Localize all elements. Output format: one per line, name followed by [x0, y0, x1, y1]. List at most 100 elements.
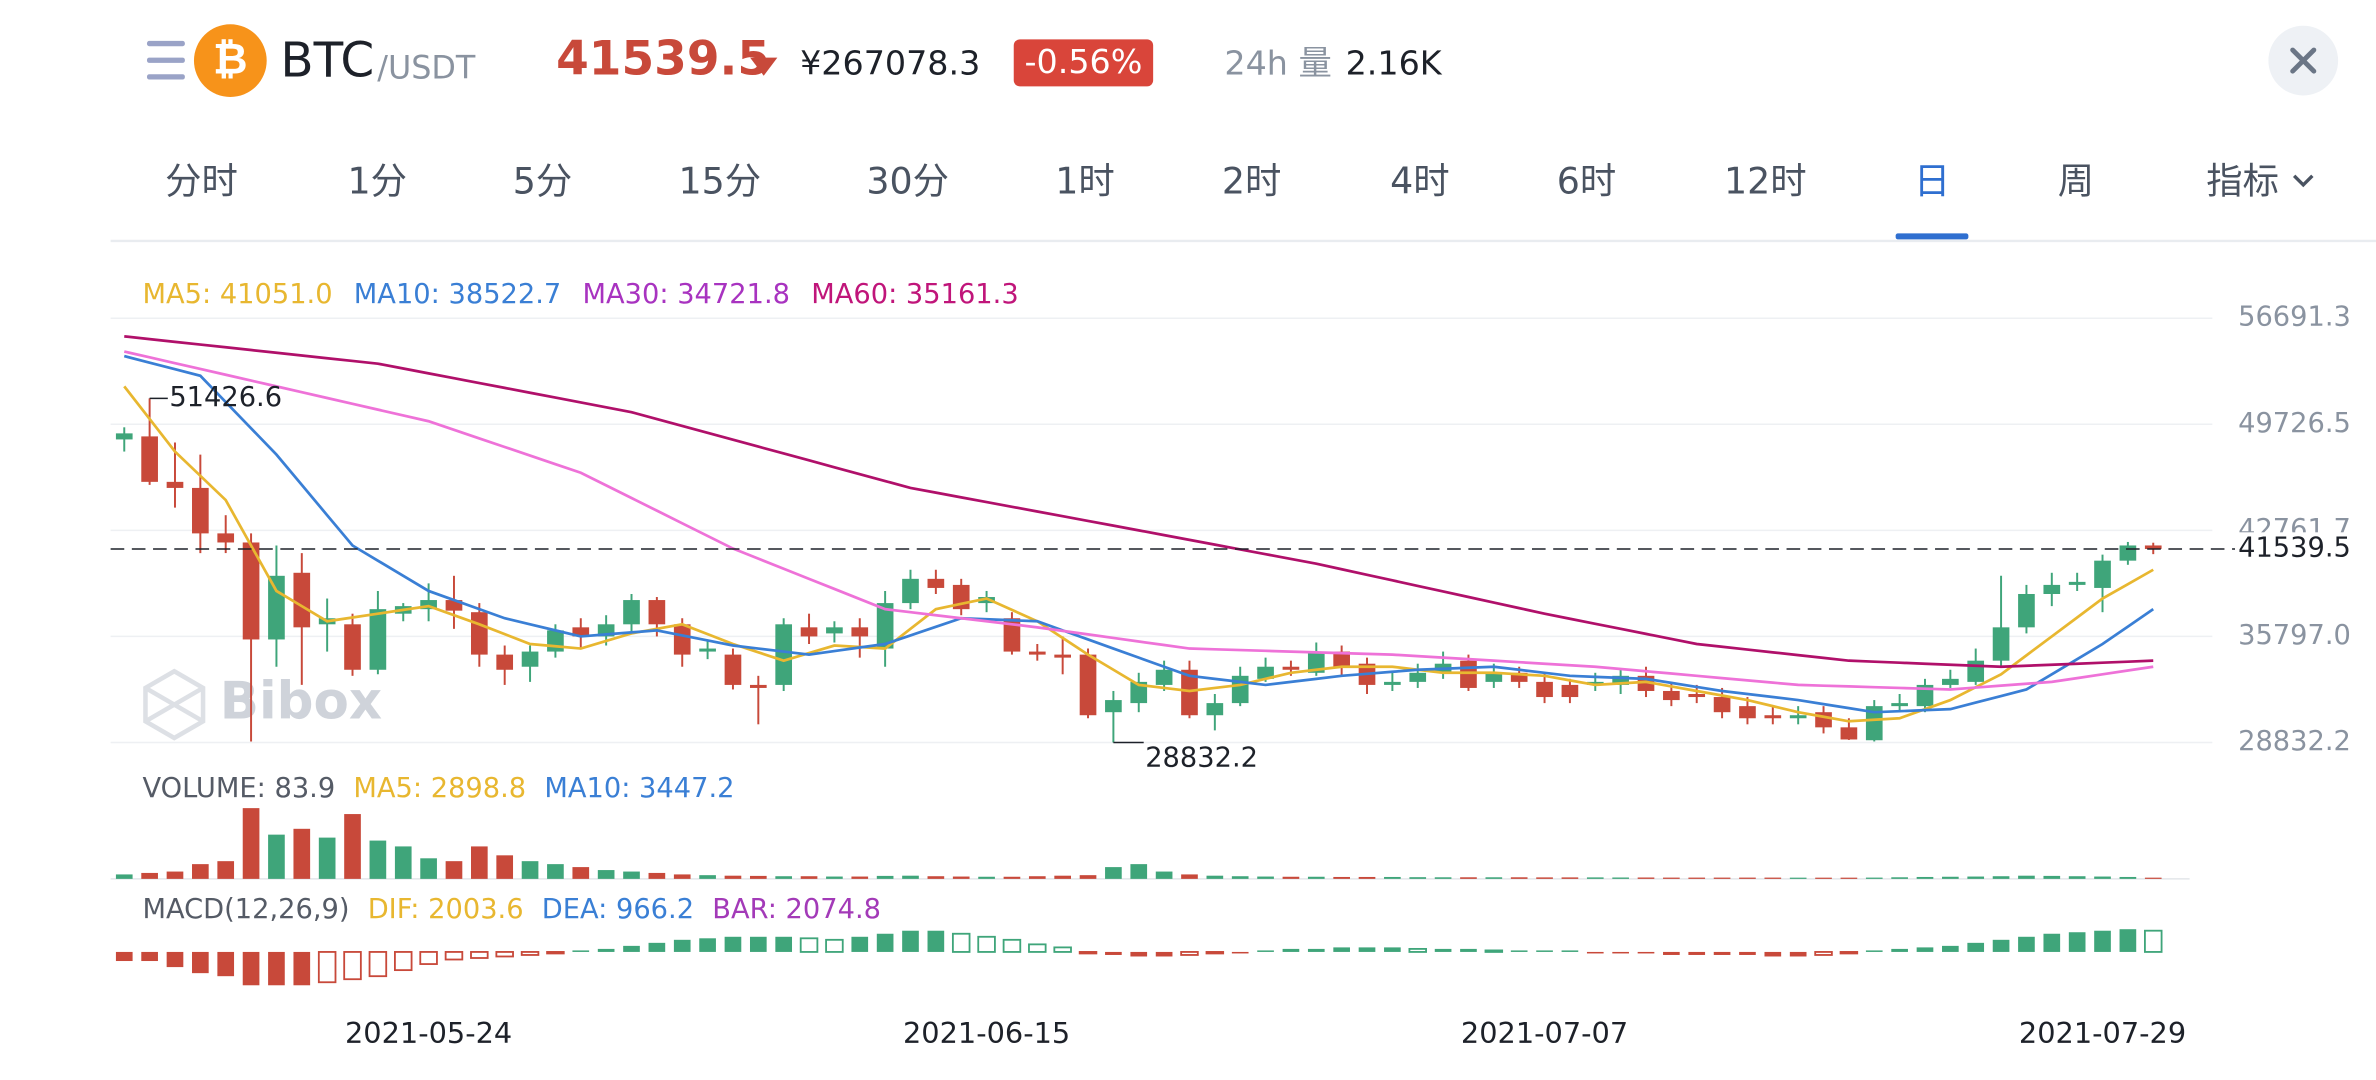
candle-body: [623, 600, 640, 625]
candle-body: [2144, 545, 2162, 549]
candle-body: [1713, 697, 1731, 713]
macd-bar: [1155, 951, 1173, 957]
macd-bar: [1739, 951, 1756, 955]
macd-bar: [495, 951, 514, 958]
volume-bar: [1865, 877, 1883, 879]
menu-icon[interactable]: [146, 40, 185, 80]
volume-bar: [1079, 875, 1097, 879]
macd-bar: [1180, 951, 1199, 956]
macd-bar: [749, 936, 767, 952]
macd-bar: [1942, 945, 1959, 952]
tab[interactable]: 30分: [866, 159, 949, 202]
change-badge: [1013, 39, 1154, 87]
volume-bar: [1663, 877, 1680, 879]
tab[interactable]: 4时: [1390, 159, 1450, 202]
menu-bar: [146, 40, 185, 47]
x-tick-label: 2021-07-07: [1461, 1016, 1628, 1050]
macd-bar: [799, 937, 819, 953]
macd-bar: [1028, 943, 1047, 953]
macd-bar: [876, 933, 894, 952]
tab[interactable]: 12时: [1724, 159, 1807, 202]
volume-bar: [1206, 875, 1224, 879]
candle-body: [572, 627, 590, 637]
y-tick-label: 28832.2: [2238, 726, 2351, 757]
macd-bar: [394, 951, 413, 972]
tab[interactable]: 5分: [513, 159, 573, 202]
x-tick-label: 2021-06-15: [903, 1016, 1070, 1050]
tab[interactable]: 日: [1914, 159, 1950, 202]
volume-bar: [1105, 867, 1122, 879]
volume-bar: [1003, 876, 1021, 879]
candle-body: [1840, 727, 1858, 740]
macd-bar: [192, 951, 209, 974]
candle-body: [344, 624, 361, 670]
candle-body: [1536, 681, 1553, 698]
macd-bar: [343, 951, 362, 981]
candle-body: [800, 627, 818, 637]
volume-bar: [648, 872, 666, 879]
macd-bar: [648, 942, 666, 952]
volume-bar: [192, 864, 209, 879]
tab[interactable]: 1分: [348, 159, 407, 202]
volume-bar: [1992, 876, 2010, 879]
macd-bar: [242, 951, 260, 986]
tab[interactable]: 2时: [1222, 159, 1282, 202]
macd-bar: [2094, 930, 2111, 952]
tab[interactable]: 分时: [165, 159, 238, 202]
macd-legend: DEA: 966.2: [542, 894, 694, 925]
candle-body: [1992, 627, 2010, 661]
macd-bar: [546, 951, 565, 955]
tab[interactable]: 6时: [1557, 159, 1616, 202]
volume-bar: [2043, 875, 2061, 879]
candle-body: [1206, 703, 1224, 716]
macd-bar: [1231, 951, 1249, 954]
candle-body: [1181, 669, 1198, 716]
macd-bar: [1333, 947, 1350, 952]
macd-bar: [2144, 929, 2163, 953]
y-tick-label: 56691.3: [2238, 302, 2351, 333]
legend-entry: MA5: 41051.0: [142, 279, 332, 310]
volume-bar: [344, 814, 361, 879]
candle-body: [369, 609, 387, 670]
macd-bar: [2119, 929, 2137, 952]
volume-bar: [521, 861, 539, 879]
candle-body: [1485, 672, 1503, 682]
volume-bar: [1713, 877, 1731, 879]
candle-body: [2043, 584, 2061, 594]
menu-bar: [146, 74, 185, 80]
tab[interactable]: 15分: [678, 159, 761, 202]
candle-body: [217, 533, 235, 543]
tab[interactable]: 指标: [2206, 159, 2279, 202]
candle-body: [521, 651, 539, 667]
volume-bar: [673, 874, 691, 879]
macd-bar: [1358, 947, 1376, 952]
volume-bar: [166, 871, 184, 879]
volume-bar: [724, 875, 742, 879]
macd-bar: [115, 951, 133, 962]
volume-bar: [749, 875, 767, 879]
candle-body: [749, 684, 767, 688]
close-button[interactable]: [2268, 25, 2339, 96]
candle-body: [1688, 694, 1706, 698]
volume-bar: [2094, 876, 2111, 879]
ma-line: [123, 354, 2155, 714]
down-arrow: [750, 57, 778, 76]
tab[interactable]: 周: [2058, 159, 2094, 202]
macd-bar: [927, 930, 945, 952]
volume-legend: VOLUME: 83.9: [142, 773, 335, 804]
macd-bar: [268, 951, 285, 986]
macd-bar: [1688, 951, 1706, 955]
macd-bar: [1408, 947, 1427, 953]
macd-bar: [851, 936, 869, 952]
volume-bar: [1257, 876, 1274, 879]
candle-body: [496, 654, 514, 670]
candle-body: [1764, 715, 1782, 719]
macd-bar: [1105, 951, 1122, 955]
macd-legend: DIF: 2003.6: [368, 894, 524, 925]
tab[interactable]: 1时: [1055, 159, 1115, 202]
volume-bar: [1282, 876, 1300, 879]
legend-entry: MA30: 34721.8: [582, 279, 789, 310]
macd-bar: [977, 935, 996, 953]
candle-body: [902, 578, 919, 604]
volume-bar: [1891, 877, 1908, 879]
